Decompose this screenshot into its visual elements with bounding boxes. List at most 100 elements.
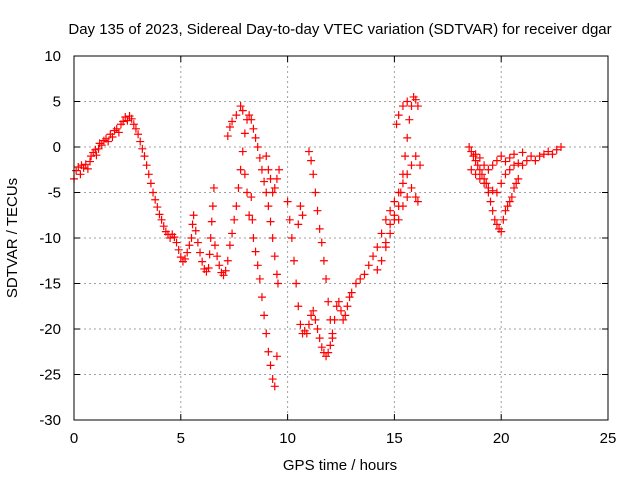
data-point	[471, 170, 480, 179]
data-point	[497, 152, 506, 161]
data-point	[503, 202, 512, 211]
data-point	[510, 161, 519, 170]
data-point	[492, 188, 501, 197]
data-point	[176, 253, 185, 262]
data-point	[373, 243, 382, 252]
data-point	[475, 174, 484, 183]
data-point	[205, 250, 214, 259]
data-point	[140, 152, 149, 161]
data-point	[475, 165, 484, 174]
data-point	[264, 347, 273, 356]
data-point	[104, 137, 113, 146]
data-point	[251, 133, 260, 142]
data-point	[386, 206, 395, 215]
data-point	[138, 144, 147, 153]
data-point	[514, 174, 523, 183]
data-point	[123, 116, 132, 125]
data-point	[232, 111, 241, 120]
data-point	[398, 202, 407, 211]
data-point	[416, 161, 425, 170]
data-point	[407, 183, 416, 192]
data-point	[296, 320, 305, 329]
data-point	[270, 252, 279, 261]
data-point	[283, 197, 292, 206]
data-point	[266, 361, 275, 370]
data-point	[386, 229, 395, 238]
data-point	[471, 150, 480, 159]
data-point	[324, 297, 333, 306]
data-point	[302, 329, 311, 338]
data-point	[272, 174, 281, 183]
data-point	[381, 215, 390, 224]
data-point	[290, 256, 299, 265]
x-tick-label: 20	[493, 430, 510, 447]
data-point	[401, 152, 410, 161]
data-point	[146, 179, 155, 188]
data-point	[332, 302, 341, 311]
data-point	[507, 193, 516, 202]
data-point	[219, 271, 228, 280]
data-point	[411, 152, 420, 161]
data-point	[322, 274, 331, 283]
x-tick-label: 0	[70, 430, 78, 447]
data-point	[313, 325, 322, 333]
data-point	[486, 197, 495, 206]
data-point	[92, 151, 101, 160]
data-point	[499, 215, 508, 224]
data-point	[304, 320, 313, 329]
data-point	[501, 170, 510, 179]
data-point	[510, 150, 519, 159]
data-point	[488, 161, 497, 170]
y-tick-label: -30	[39, 412, 61, 429]
data-point	[535, 152, 544, 161]
data-point	[191, 226, 200, 235]
data-point	[253, 143, 262, 151]
data-point	[294, 302, 303, 311]
data-point	[557, 143, 566, 151]
y-tick-label: -25	[39, 367, 61, 384]
data-point	[319, 256, 328, 265]
data-point	[172, 238, 181, 247]
data-point	[313, 206, 322, 215]
data-point	[501, 206, 510, 215]
data-point	[411, 95, 420, 104]
data-point	[311, 188, 320, 197]
data-point	[225, 241, 234, 250]
data-point	[326, 315, 335, 324]
data-point	[390, 211, 399, 220]
data-point	[544, 147, 553, 156]
data-point	[309, 306, 318, 315]
data-point	[83, 164, 92, 173]
data-point	[398, 170, 407, 179]
data-point	[228, 117, 237, 126]
data-point	[390, 197, 399, 206]
data-point	[142, 161, 151, 170]
data-point	[292, 279, 301, 288]
data-point	[206, 234, 215, 242]
data-point	[144, 170, 153, 179]
data-point	[317, 238, 326, 247]
data-point	[304, 147, 313, 156]
data-point	[260, 311, 269, 320]
data-point	[403, 97, 412, 106]
data-point	[488, 206, 497, 215]
data-point	[236, 102, 245, 111]
data-point	[273, 279, 282, 288]
data-point	[315, 224, 324, 233]
data-point	[188, 220, 197, 229]
data-point	[480, 161, 489, 170]
data-point	[328, 334, 337, 343]
y-tick-label: -10	[39, 230, 61, 247]
y-tick-label: 0	[53, 139, 61, 156]
data-point	[403, 133, 412, 142]
data-point	[490, 215, 499, 224]
data-point	[270, 183, 279, 192]
data-point	[255, 153, 264, 162]
data-point	[151, 195, 160, 204]
data-point	[159, 222, 168, 231]
data-point	[307, 311, 316, 320]
data-point	[522, 156, 531, 165]
data-point	[213, 252, 222, 261]
data-point	[81, 160, 90, 169]
data-point	[505, 197, 514, 206]
